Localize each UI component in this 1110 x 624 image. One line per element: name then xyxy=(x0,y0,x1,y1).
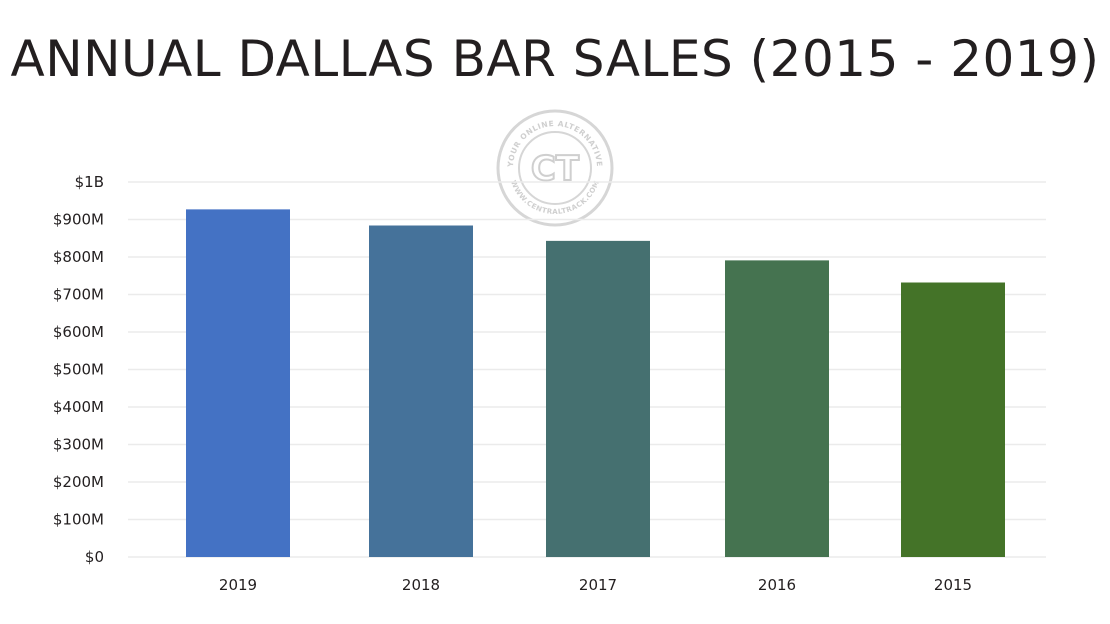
x-tick-label: 2018 xyxy=(402,576,440,594)
x-tick-label: 2015 xyxy=(934,576,972,594)
centraltrack-watermark-logo: YOUR ONLINE ALTERNATIVE WWW.CENTRALTRACK… xyxy=(496,109,614,227)
x-tick-label: 2019 xyxy=(219,576,257,594)
y-tick-label: $800M xyxy=(53,248,104,266)
x-tick-label: 2017 xyxy=(579,576,617,594)
bar-2017[interactable] xyxy=(546,240,650,557)
watermark-letters: CT xyxy=(531,149,580,189)
y-tick-label: $200M xyxy=(53,473,104,491)
chart-title: ANNUAL DALLAS BAR SALES (2015 - 2019) xyxy=(10,30,1100,88)
y-tick-label: $700M xyxy=(53,286,104,304)
y-tick-label: $400M xyxy=(53,398,104,416)
y-tick-label: $600M xyxy=(53,323,104,341)
bar-2016[interactable] xyxy=(725,260,829,557)
y-tick-label: $900M xyxy=(53,211,104,229)
bar-2015[interactable] xyxy=(901,282,1005,558)
bar-2018[interactable] xyxy=(369,225,473,558)
y-tick-label: $500M xyxy=(53,361,104,379)
y-tick-label: $300M xyxy=(53,436,104,454)
y-tick-label: $0 xyxy=(85,548,104,566)
bar-2019[interactable] xyxy=(186,209,290,557)
y-tick-label: $100M xyxy=(53,511,104,529)
y-tick-label: $1B xyxy=(75,173,104,191)
x-tick-label: 2016 xyxy=(758,576,796,594)
